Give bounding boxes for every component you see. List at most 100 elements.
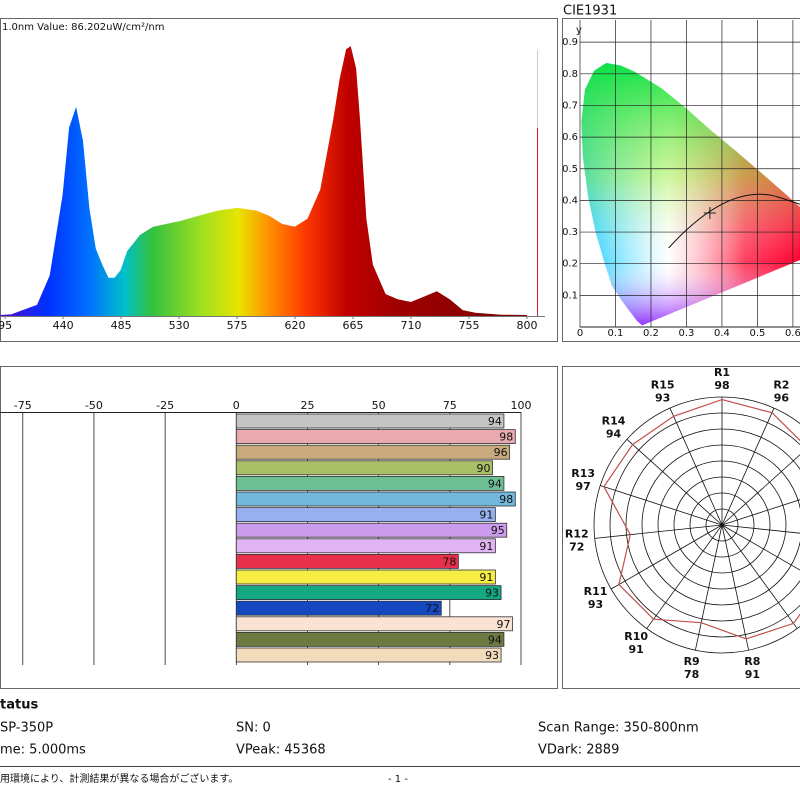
bar	[235, 522, 508, 538]
planckian-locus	[668, 193, 800, 249]
cri-bar-panel	[0, 366, 558, 689]
bar	[235, 429, 516, 445]
bar-value-label: 91	[479, 571, 493, 584]
spoke	[669, 407, 723, 526]
vdark: VDark: 2889	[538, 743, 619, 758]
x-tick-label: 620	[285, 319, 306, 332]
x-tick-label: 530	[169, 319, 190, 332]
y-tick-label: 0.4	[562, 195, 578, 206]
bar-value-label: 96	[494, 446, 508, 459]
spoke	[721, 524, 800, 534]
bar	[235, 554, 459, 569]
cie-title: CIE1931	[563, 4, 617, 19]
integration-time: me: 5.000ms	[0, 743, 86, 758]
radar-category-label: R9	[684, 655, 700, 668]
x-tick-label: 710	[401, 319, 422, 332]
y-axis-label: y	[576, 25, 582, 36]
bar-value-label: 90	[477, 462, 491, 475]
spoke	[646, 524, 723, 629]
y-tick-label: 0.7	[562, 100, 578, 111]
bar-value-label: 91	[479, 540, 493, 553]
bar	[235, 585, 502, 600]
spectrum-subtitle: 1.0nm Value: 86.202uW/cm²/nm	[2, 22, 164, 33]
y-tick-label: 0.3	[562, 227, 578, 238]
bar-value-label: 93	[485, 587, 499, 600]
x-tick-label: 0	[233, 399, 240, 412]
bar-value-label: 98	[499, 431, 513, 444]
bar	[235, 647, 502, 663]
y-tick-label: 0.8	[562, 69, 578, 80]
bar	[235, 475, 505, 491]
x-tick-label: 25	[300, 399, 314, 412]
x-tick-label: -75	[14, 399, 32, 412]
spoke	[721, 454, 800, 526]
bar	[235, 460, 493, 476]
x-tick-label: -25	[156, 399, 174, 412]
x-tick-label: -50	[85, 399, 103, 412]
ring	[625, 428, 800, 622]
x-tick-label: 0.4	[714, 328, 730, 339]
cie-panel	[562, 18, 800, 342]
x-tick-label: 0.5	[749, 328, 765, 339]
chromaticity-point	[703, 207, 716, 220]
radar-value-label: 72	[569, 540, 584, 553]
bar-value-label: 94	[488, 633, 502, 646]
radar-value-label: 78	[684, 668, 699, 681]
bar	[235, 491, 516, 507]
cri-radar-panel	[562, 366, 800, 689]
radar-category-label: R8	[744, 655, 760, 668]
bar	[235, 538, 496, 554]
spoke	[626, 439, 723, 526]
spectrum-line	[0, 46, 528, 316]
x-tick-label: 50	[372, 399, 386, 412]
radar-category-label: R12	[565, 527, 589, 540]
y-tick-label: 0.5	[562, 164, 578, 175]
y-tick-label: 0.6	[562, 132, 578, 143]
x-tick-label: 0.6	[785, 328, 800, 339]
radar-category-label: R11	[584, 585, 608, 598]
bar-value-label: 72	[425, 602, 439, 615]
gamut-green	[581, 63, 800, 326]
bar	[235, 632, 505, 647]
bar-value-label: 95	[491, 524, 505, 537]
panel-frames	[0, 18, 800, 689]
x-tick-label: 575	[227, 319, 248, 332]
spoke	[721, 499, 800, 526]
bar-value-label: 94	[488, 415, 502, 428]
bar	[235, 600, 442, 616]
spoke	[721, 524, 798, 629]
radar-value-label: 93	[588, 598, 603, 611]
spoke	[600, 485, 723, 526]
spoke	[594, 524, 723, 539]
scan-range: Scan Range: 350-800nm	[538, 721, 699, 736]
spectrum-chart: 1.0nm Value: 86.202uW/cm²/nm 95 440 485 530 5…	[0, 22, 545, 332]
spoke	[610, 524, 723, 590]
bar-value-label: 97	[496, 618, 510, 631]
bar-value-label: 78	[442, 555, 456, 568]
x-tick-label: 0.3	[678, 328, 694, 339]
radar-category-label: R13	[571, 467, 595, 480]
bar	[235, 616, 513, 632]
x-tick-label: 0.2	[643, 328, 659, 339]
model: SP-350P	[0, 721, 53, 736]
bar-value-label: 91	[479, 509, 493, 522]
bar-value-label: 93	[485, 649, 499, 662]
cie-chart: y 0 0.1 0.2 0.3 0.4 0.5 0.6 0.1 0.2 0.3 0.4 0.5 0.6 0.…	[562, 20, 800, 339]
radar-value-label: 96	[774, 392, 790, 405]
bar	[235, 444, 511, 460]
cri-polygon	[603, 398, 800, 640]
y-tick-label: 0.1	[562, 290, 578, 301]
bar	[235, 413, 505, 429]
spoke	[721, 524, 800, 571]
bar-value-label: 94	[488, 477, 502, 490]
status-title: tatus	[0, 698, 38, 713]
y-tick-label: 0.9	[562, 37, 578, 48]
y-tick-label: 0.2	[562, 259, 578, 270]
radar-value-label: 98	[714, 379, 729, 392]
bar-value-label: 98	[499, 493, 513, 506]
radar-value-label: 93	[655, 392, 670, 405]
radar-value-label: 91	[629, 643, 644, 656]
